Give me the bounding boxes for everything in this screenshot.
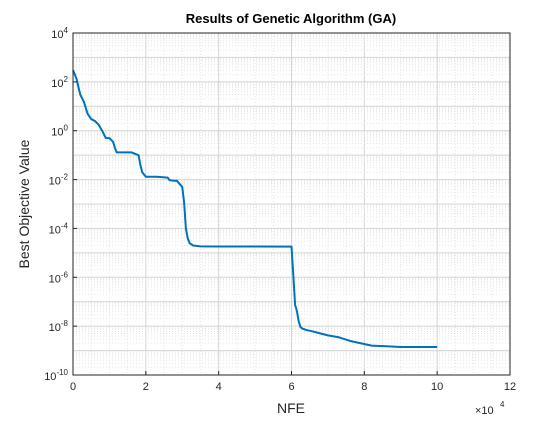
y-tick-label: 10-8 xyxy=(49,319,69,334)
grid xyxy=(72,33,511,376)
chart-title: Results of Genetic Algorithm (GA) xyxy=(186,11,396,26)
tick-labels: 0 2 4 6 8 10 12 104 102 100 10-2 10-4 10-6 10-8 10-10 xyxy=(44,26,516,393)
y-tick-label: 10-4 xyxy=(49,221,69,236)
x-tick-label: 12 xyxy=(504,381,516,393)
y-tick-label: 10-10 xyxy=(44,368,68,383)
y-tick-label: 104 xyxy=(51,26,68,41)
x-tick-label: 10 xyxy=(431,381,443,393)
y-tick-label: 100 xyxy=(51,124,68,139)
x-exponent-power: 4 xyxy=(500,400,505,409)
x-tick-label: 8 xyxy=(361,381,367,393)
y-tick-label: 10-2 xyxy=(49,173,69,188)
x-tick-label: 2 xyxy=(143,381,149,393)
x-tick-label: 0 xyxy=(70,381,76,393)
x-axis-label: NFE xyxy=(277,400,305,416)
y-tick-label: 10-6 xyxy=(49,270,69,285)
x-exponent-base: ×10 xyxy=(475,405,494,417)
ticks xyxy=(72,32,511,376)
x-tick-label: 6 xyxy=(288,381,294,393)
y-tick-label: 102 xyxy=(51,75,68,90)
y-axis-label: Best Objective Value xyxy=(16,139,32,268)
x-exponent: ×10 4 xyxy=(475,400,505,417)
series-line xyxy=(72,69,438,348)
x-tick-label: 4 xyxy=(216,381,222,393)
